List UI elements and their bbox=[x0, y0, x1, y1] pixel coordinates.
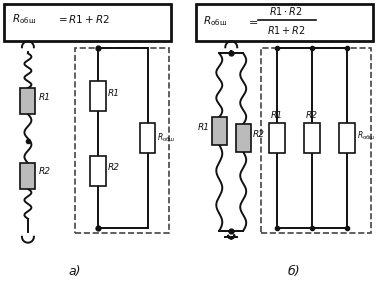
Text: $R1 \cdot R2$: $R1 \cdot R2$ bbox=[269, 5, 303, 17]
Text: R1: R1 bbox=[271, 111, 283, 120]
Text: $=$: $=$ bbox=[246, 16, 258, 26]
Text: R2: R2 bbox=[108, 163, 120, 172]
Bar bbox=[20, 88, 35, 114]
Text: $R_{\rm обш}$: $R_{\rm обш}$ bbox=[204, 14, 227, 28]
Text: $R1 + R2$: $R1 + R2$ bbox=[266, 24, 305, 36]
Bar bbox=[261, 48, 371, 233]
Text: $= R1 + R2$: $= R1 + R2$ bbox=[56, 13, 110, 25]
Text: R2: R2 bbox=[38, 167, 50, 176]
Text: б): б) bbox=[288, 265, 301, 278]
Bar bbox=[212, 117, 227, 145]
Text: $R_{\rm обш}$: $R_{\rm обш}$ bbox=[158, 132, 176, 144]
Bar bbox=[139, 123, 155, 153]
Bar bbox=[196, 5, 373, 41]
Bar bbox=[236, 124, 251, 152]
Bar bbox=[90, 81, 106, 111]
Text: $R_{\rm обш}$: $R_{\rm обш}$ bbox=[357, 130, 375, 142]
Text: R1: R1 bbox=[38, 93, 50, 102]
Text: а): а) bbox=[69, 265, 81, 278]
Text: R1: R1 bbox=[198, 123, 210, 132]
Text: R2: R2 bbox=[253, 130, 265, 138]
Bar bbox=[20, 163, 35, 189]
Text: R2: R2 bbox=[306, 111, 318, 120]
Bar bbox=[304, 123, 320, 153]
Bar bbox=[339, 123, 355, 153]
Bar bbox=[75, 48, 169, 233]
Bar bbox=[4, 5, 171, 41]
Bar bbox=[269, 123, 285, 153]
Bar bbox=[90, 156, 106, 186]
Text: R1: R1 bbox=[108, 89, 120, 98]
Text: $R_{\rm обш}$: $R_{\rm обш}$ bbox=[12, 12, 36, 26]
